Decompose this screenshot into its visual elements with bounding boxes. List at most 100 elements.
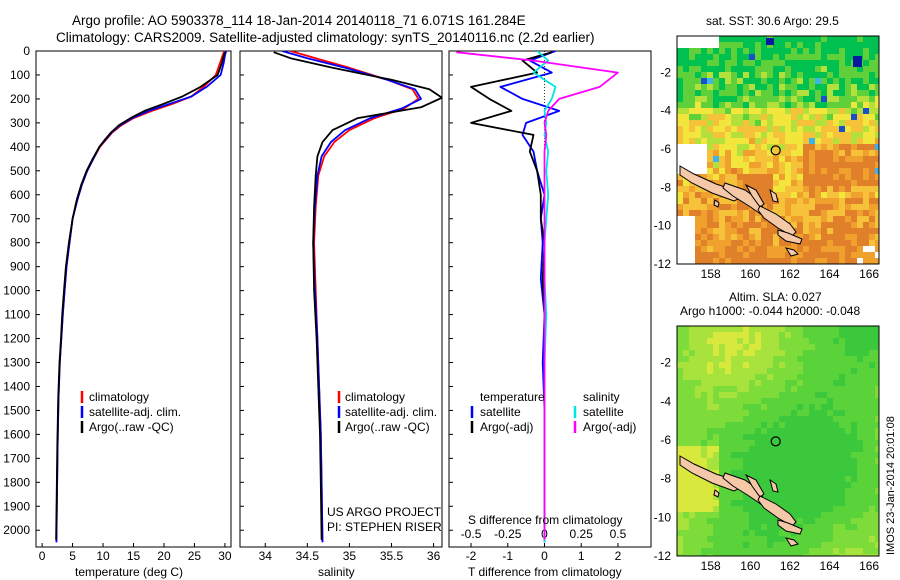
sst-cell [683,72,690,79]
sst-cell [737,36,744,43]
sla-cell [701,428,708,435]
sst-cell [773,60,780,67]
sla-cell [749,536,756,543]
sla-cell [875,416,879,423]
sla-cell [737,362,744,369]
sla-cell [821,512,828,519]
sst-cell [869,192,876,199]
sla-cell [845,380,852,387]
sla-cell [749,464,756,471]
sla-cell [809,500,816,507]
sst-cell [851,210,858,217]
sla-cell [809,368,816,375]
sla-cell [851,392,858,399]
sst-cell [731,54,738,61]
sla-cell [683,452,690,459]
sla-cell [677,392,684,399]
sla-cell [767,488,774,495]
sst-cell [863,168,870,175]
sla-cell [773,476,780,483]
sst-cell [683,120,690,127]
sst-cell [695,42,702,49]
sla-cell [791,326,798,333]
sla-cell [719,428,726,435]
sst-cell [731,174,738,181]
sst-cell [755,210,762,217]
map-y-tick-label: -6 [660,433,671,447]
sst-cell [833,252,840,259]
depth-tick-label: 1900 [3,499,30,513]
sst-cell [743,60,750,67]
sla-cell [845,368,852,375]
sst-island [769,188,779,203]
sst-cell [731,96,738,103]
sla-cell [839,380,846,387]
sla-cell [857,470,864,477]
sla-cell [773,470,780,477]
sst-cell [791,84,798,91]
sst-cell [677,96,684,103]
sla-cell [779,440,786,447]
sst-cell [701,216,708,223]
sst-cell [797,234,804,241]
sst-cell [719,228,726,235]
sla-cell [743,338,750,345]
sst-cell [677,144,684,151]
sst-cell [797,90,804,97]
sla-cell [791,410,798,417]
depth-tick-label: 1700 [3,451,30,465]
sst-cell [761,198,768,205]
sst-cell [809,66,816,73]
sst-cell [821,60,828,67]
sla-cell [797,452,804,459]
sst-cell [851,198,858,205]
sst-cell [695,156,702,163]
sla-cell [683,482,690,489]
sst-cell [833,48,840,55]
sla-cell [677,428,684,435]
sst-cell [833,228,840,235]
sst-cell [797,84,804,91]
sst-cell [791,258,798,264]
sst-cell [695,144,702,151]
sla-cell [689,338,696,345]
sla-cell [791,386,798,393]
sst-cell [749,48,756,55]
sst-cell [839,204,846,211]
sla-cell [719,524,726,531]
sst-cell [743,126,750,133]
sst-cell [701,54,708,61]
sla-cell [863,374,870,381]
sla-cell [677,404,684,411]
sla-cell [875,326,879,333]
sst-cell [833,54,840,61]
sst-cell [713,138,720,145]
sla-cell [875,500,879,507]
sst-cell [683,204,690,211]
sst-cell [743,246,750,253]
sla-cell [743,332,750,339]
sla-cell [677,494,684,501]
sst-cell [719,150,726,157]
sla-cell [701,326,708,333]
sla-cell [779,536,786,543]
sst-cell [809,120,816,127]
sla-cell [809,464,816,471]
sla-cell [821,398,828,405]
sst-cell [821,114,828,121]
sla-cell [779,350,786,357]
depth-tick-label: 200 [10,92,30,106]
sst-cell [749,150,756,157]
sst-cell [773,78,780,85]
sst-cell [869,198,876,205]
sla-cell [815,530,822,537]
sst-cell [791,216,798,223]
sst-cell [725,168,732,175]
sst-cell [755,240,762,247]
sst-cell [791,186,798,193]
sst-cell [791,126,798,133]
sst-cell [761,48,768,55]
sla-cell [725,458,732,465]
sla-cell [773,362,780,369]
sst-cell [713,42,720,49]
